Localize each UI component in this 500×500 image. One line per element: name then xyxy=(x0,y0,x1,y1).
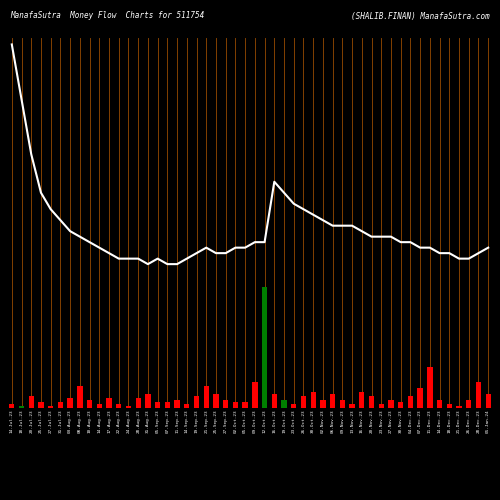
Text: ManafaSutra  Money Flow  Charts for 511754: ManafaSutra Money Flow Charts for 511754 xyxy=(10,12,204,20)
Bar xyxy=(184,404,190,407)
Bar xyxy=(48,406,54,407)
Bar xyxy=(19,406,24,407)
Bar xyxy=(38,402,44,407)
Bar xyxy=(155,402,160,407)
Bar xyxy=(194,396,199,407)
Bar xyxy=(486,394,491,407)
Bar xyxy=(223,400,228,407)
Text: (SHALIB.FINAN) ManafaSutra.com: (SHALIB.FINAN) ManafaSutra.com xyxy=(351,12,490,20)
Bar xyxy=(58,402,63,407)
Bar xyxy=(466,400,471,407)
Bar xyxy=(408,396,413,407)
Bar xyxy=(77,386,82,407)
Bar xyxy=(369,396,374,407)
Bar xyxy=(359,392,364,407)
Bar xyxy=(96,404,102,407)
Bar xyxy=(476,382,481,407)
Bar xyxy=(301,396,306,407)
Bar xyxy=(330,394,336,407)
Bar xyxy=(272,394,277,407)
Bar xyxy=(252,382,258,407)
Bar xyxy=(174,400,180,407)
Bar xyxy=(116,404,121,407)
Bar xyxy=(378,404,384,407)
Bar xyxy=(437,400,442,407)
Bar xyxy=(340,400,345,407)
Bar xyxy=(145,394,150,407)
Bar xyxy=(350,404,355,407)
Bar xyxy=(28,396,34,407)
Bar xyxy=(136,398,141,407)
Bar xyxy=(126,406,131,407)
Bar xyxy=(164,402,170,407)
Bar xyxy=(232,402,238,407)
Bar xyxy=(388,400,394,407)
Bar xyxy=(398,402,404,407)
Bar xyxy=(320,400,326,407)
Bar xyxy=(87,400,92,407)
Bar xyxy=(68,398,73,407)
Bar xyxy=(427,367,432,408)
Bar xyxy=(106,398,112,407)
Bar xyxy=(418,388,423,407)
Bar xyxy=(214,394,218,407)
Bar xyxy=(291,404,296,407)
Bar xyxy=(9,404,15,407)
Bar xyxy=(282,400,286,407)
Bar xyxy=(310,392,316,407)
Bar xyxy=(262,287,268,408)
Bar xyxy=(446,404,452,407)
Bar xyxy=(456,406,462,407)
Bar xyxy=(204,386,209,407)
Bar xyxy=(242,402,248,407)
